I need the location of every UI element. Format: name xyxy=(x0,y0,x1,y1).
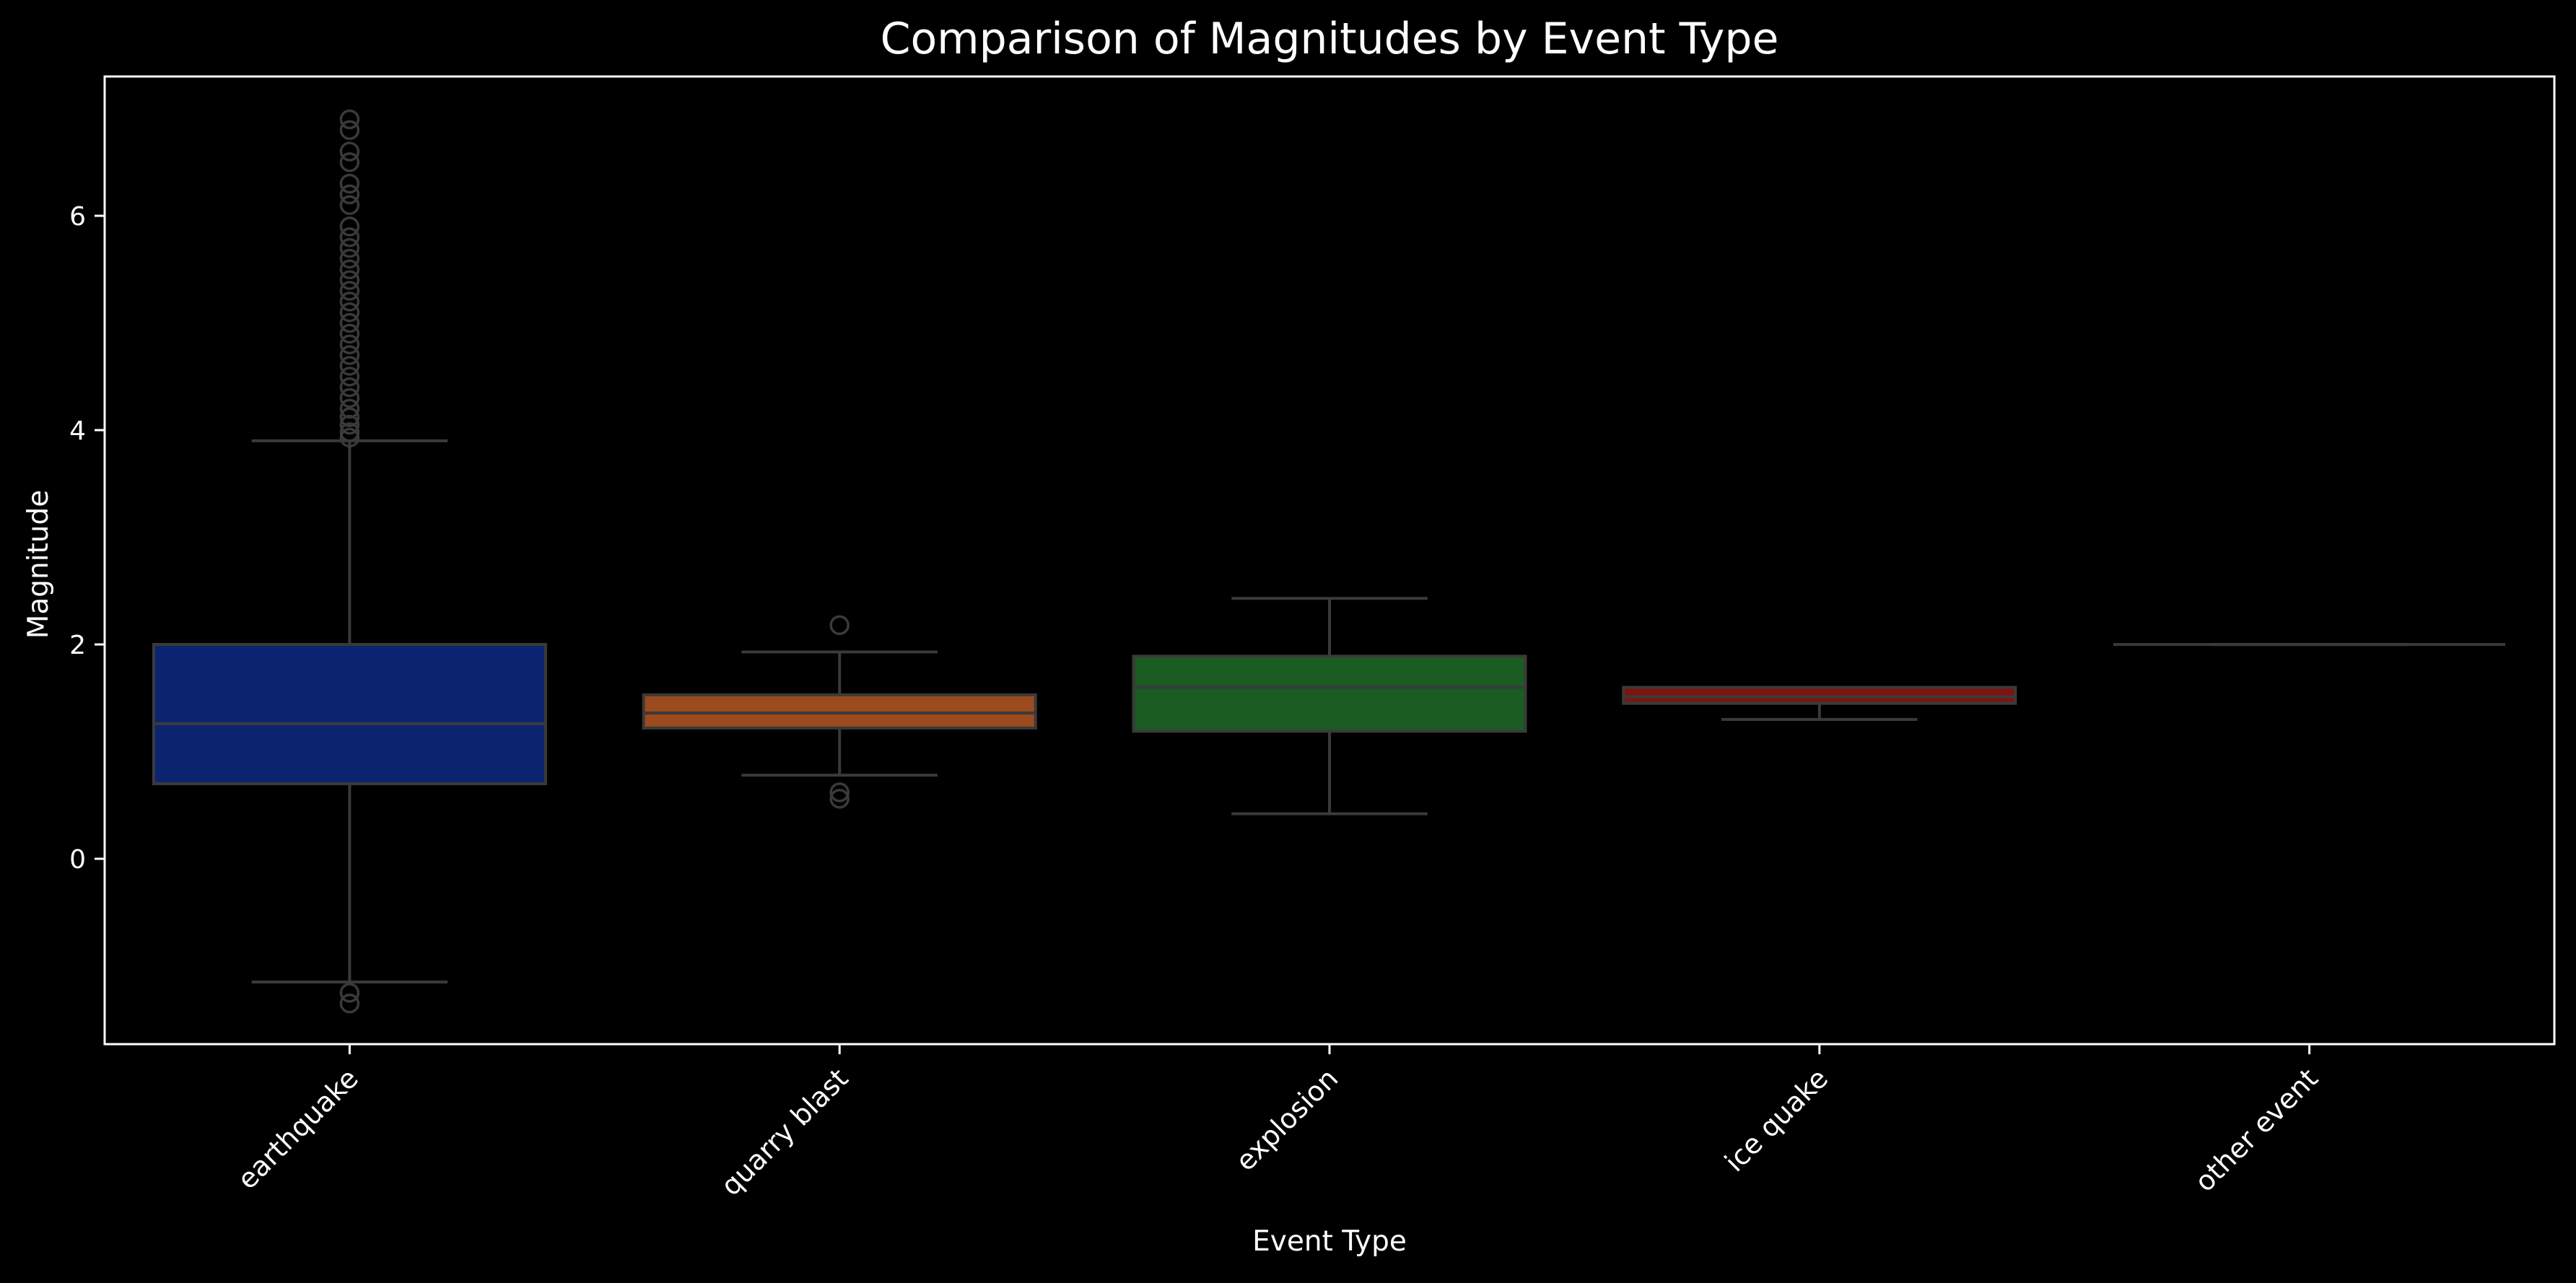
outlier-point-earthquake xyxy=(339,237,360,258)
outlier-point-earthquake xyxy=(339,259,360,280)
box-ice-quake xyxy=(1622,686,2017,705)
box-explosion xyxy=(1132,654,1527,733)
outlier-point-quarry-blast xyxy=(829,789,850,809)
outlier-point-earthquake xyxy=(339,312,360,333)
outlier-point-earthquake xyxy=(339,422,360,442)
outlier-point-earthquake xyxy=(339,270,360,290)
chart-title: Comparison of Magnitudes by Event Type xyxy=(881,14,1779,64)
outlier-point-earthquake xyxy=(339,993,360,1014)
x-axis-label: Event Type xyxy=(1252,1225,1407,1258)
outlier-point-earthquake xyxy=(339,982,360,1003)
box-quarry-blast xyxy=(642,693,1037,730)
outlier-point-earthquake xyxy=(339,173,360,194)
outlier-point-earthquake xyxy=(339,195,360,215)
outlier-point-earthquake xyxy=(339,427,360,448)
box-earthquake xyxy=(152,643,547,786)
outlier-point-earthquake xyxy=(339,109,360,130)
outlier-point-earthquake xyxy=(339,152,360,172)
outlier-point-earthquake xyxy=(339,398,360,419)
outlier-point-earthquake xyxy=(339,356,360,376)
outlier-point-earthquake xyxy=(339,302,360,323)
outlier-point-earthquake xyxy=(339,248,360,269)
y-tick-label: 0 xyxy=(69,845,86,875)
outlier-point-earthquake xyxy=(339,345,360,365)
outlier-point-earthquake xyxy=(339,367,360,387)
outlier-point-earthquake xyxy=(339,377,360,398)
outlier-point-earthquake xyxy=(339,120,360,141)
outlier-point-earthquake xyxy=(339,227,360,248)
outlier-point-quarry-blast xyxy=(829,615,850,636)
outlier-point-earthquake xyxy=(339,387,360,408)
outlier-point-earthquake xyxy=(339,334,360,355)
outlier-point-earthquake xyxy=(339,141,360,162)
y-tick-label: 6 xyxy=(69,202,86,232)
outlier-point-earthquake xyxy=(339,407,360,427)
outlier-point-earthquake xyxy=(339,281,360,301)
outlier-point-quarry-blast xyxy=(829,782,850,802)
y-tick-label: 4 xyxy=(69,416,86,446)
outlier-point-earthquake xyxy=(339,184,360,205)
outlier-point-earthquake xyxy=(339,292,360,312)
outlier-point-earthquake xyxy=(339,323,360,344)
outlier-point-earthquake xyxy=(339,216,360,237)
y-tick-label: 2 xyxy=(69,631,86,660)
y-axis-label: Magnitude xyxy=(22,490,55,639)
